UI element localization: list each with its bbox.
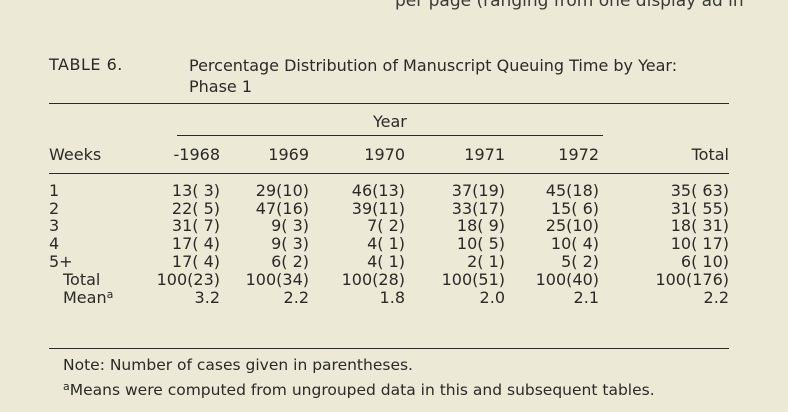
table-cell: 9( 3): [271, 234, 309, 253]
table-cell: 2.2: [703, 288, 729, 307]
table-cell: 17( 4): [171, 234, 220, 253]
row-label-text: Mean: [63, 288, 107, 307]
row-label-text: 1: [49, 181, 60, 200]
table-cell: 18( 31): [670, 216, 729, 235]
table-cell: 2.0: [479, 288, 505, 307]
header-rule: [49, 173, 729, 174]
table-cell: 47(16): [255, 199, 309, 218]
cutoff-text-line: per page (ranging from one display ad in: [395, 0, 744, 11]
column-header-1970: 1970: [364, 145, 405, 164]
row-label: 4: [49, 234, 59, 253]
table-cell: 39(11): [351, 199, 405, 218]
table-cell: 100(51): [441, 270, 505, 289]
table-label: TABLE 6.: [49, 55, 123, 74]
table-cell: 15( 6): [550, 199, 599, 218]
table-cell: 25(10): [545, 216, 599, 235]
footnote-text: Means were computed from ungrouped data …: [69, 381, 655, 399]
table-cell: 22( 5): [171, 199, 220, 218]
caption-line-1: Percentage Distribution of Manuscript Qu…: [189, 56, 678, 75]
table-cell: 46(13): [351, 181, 405, 200]
table-cell: 100(34): [245, 270, 309, 289]
table-cell: 31( 55): [670, 199, 729, 218]
year-span-rule: [177, 135, 603, 136]
column-header-1968: -1968: [173, 145, 221, 164]
table-cell: 2.2: [283, 288, 309, 307]
table-cell: 10( 4): [550, 234, 599, 253]
table-cell: 2.1: [573, 288, 599, 307]
table-cell: 100(23): [156, 270, 220, 289]
year-header: Year: [373, 112, 407, 131]
table-cell: 33(17): [451, 199, 505, 218]
table-note: Note: Number of cases given in parenthes…: [63, 356, 413, 374]
table-cell: 4( 1): [367, 252, 405, 271]
column-header-1969: 1969: [268, 145, 309, 164]
table-cell: 13( 3): [171, 181, 220, 200]
footnote-marker: a: [63, 380, 70, 393]
table-caption: Percentage Distribution of Manuscript Qu…: [189, 55, 749, 97]
table-cell: 6( 2): [271, 252, 309, 271]
table-cell: 10( 17): [670, 234, 729, 253]
table-cell: 37(19): [451, 181, 505, 200]
table-cell: 9( 3): [271, 216, 309, 235]
column-header-weeks: Weeks: [49, 145, 102, 164]
table-cell: 18( 9): [456, 216, 505, 235]
footnote: aMeans were computed from ungrouped data…: [63, 380, 655, 399]
top-rule: [49, 103, 729, 104]
table-cell: 100(176): [655, 270, 729, 289]
row-label: 3: [49, 216, 59, 235]
row-label-text: 2: [49, 199, 60, 218]
table-cell: 100(40): [535, 270, 599, 289]
table-cell: 10( 5): [456, 234, 505, 253]
column-header-1971: 1971: [464, 145, 505, 164]
row-label-footnote-marker: a: [106, 288, 114, 301]
row-label: Meana: [63, 288, 113, 307]
row-label: 2: [49, 199, 59, 218]
table-cell: 4( 1): [367, 234, 405, 253]
row-label: Total: [63, 270, 100, 289]
column-header-1972: 1972: [558, 145, 599, 164]
table-cell: 100(28): [341, 270, 405, 289]
bottom-rule: [49, 348, 729, 349]
row-label-text: Total: [63, 270, 101, 289]
caption-line-2: Phase 1: [189, 77, 253, 96]
table-cell: 3.2: [194, 288, 220, 307]
table-cell: 5( 2): [561, 252, 599, 271]
table-cell: 2( 1): [467, 252, 505, 271]
row-label-text: 5+: [49, 252, 73, 271]
table-cell: 1.8: [379, 288, 405, 307]
table-cell: 31( 7): [171, 216, 220, 235]
row-label-text: 3: [49, 216, 60, 235]
row-label: 5+: [49, 252, 73, 271]
row-label-text: 4: [49, 234, 60, 253]
table-cell: 29(10): [255, 181, 309, 200]
table-cell: 45(18): [545, 181, 599, 200]
table-cell: 7( 2): [367, 216, 405, 235]
table-cell: 35( 63): [670, 181, 729, 200]
row-label: 1: [49, 181, 59, 200]
column-header-total: Total: [691, 145, 729, 164]
table-cell: 6( 10): [680, 252, 729, 271]
table-cell: 17( 4): [171, 252, 220, 271]
